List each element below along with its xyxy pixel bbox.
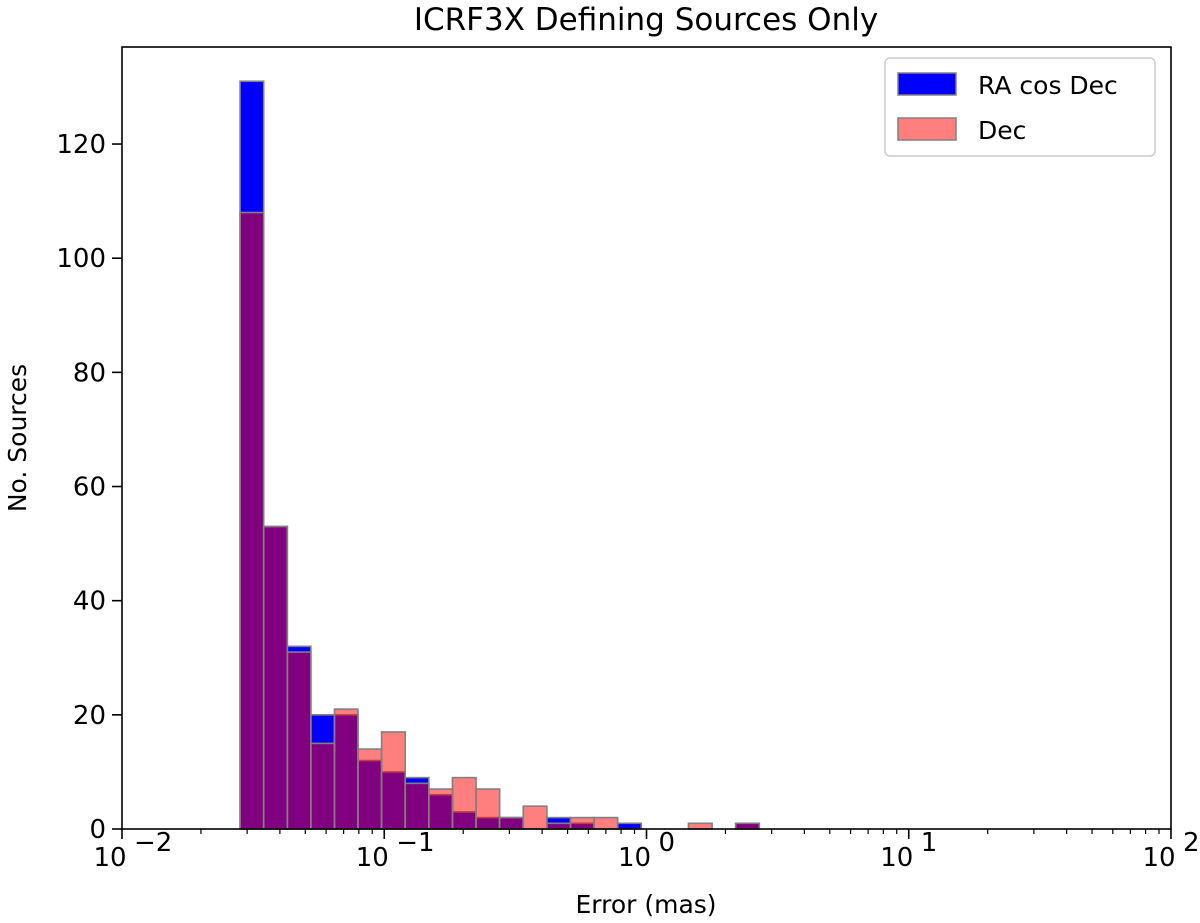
legend-swatch-dec [897,117,957,141]
ra-bar-16 [616,822,643,830]
y-axis-label: No. Sources [3,364,32,512]
dec-bar-0 [239,211,265,830]
dec-bar-2 [286,651,312,830]
dec-bar-11 [498,816,525,830]
dec-bar-5 [357,748,383,830]
x-tick-label-3: 10 [880,843,913,873]
x-tick-label-1: 10 [356,843,389,873]
dec-bar-12 [522,805,548,830]
x-axis: 10 −2 10 −1 10 0 10 1 10 2 [93,828,1199,873]
y-tick-label-3: 60 [73,473,106,503]
y-tick-label-6: 120 [56,130,106,160]
dec-bar-21 [734,822,761,830]
dec-bar-7 [404,782,430,830]
dec-bar-9 [451,776,477,830]
dec-series-bars [239,211,761,830]
x-axis-label: Error (mas) [575,890,716,919]
legend-label-ra: RA cos Dec [978,71,1118,100]
x-tick-label-4: 10 [1142,843,1175,873]
legend-label-dec: Dec [978,116,1026,145]
y-tick-label-2: 40 [73,587,106,617]
y-tick-label-5: 100 [56,244,106,274]
legend: RA cos Dec Dec [884,57,1156,157]
y-tick-label-0: 0 [89,815,106,845]
x-tick-label-0: 10 [93,843,126,873]
legend-swatch-ra [897,72,957,96]
dec-bar-14 [569,816,595,830]
x-tick-exponent-0: −2 [134,828,172,858]
y-axis: 0 20 40 60 80 100 120 [56,130,122,845]
y-tick-label-1: 20 [73,701,106,731]
x-tick-label-2: 10 [618,843,651,873]
y-tick-label-4: 80 [73,358,106,388]
dec-bar-10 [475,788,501,830]
ra-series-bars [239,80,761,830]
dec-bar-15 [593,816,619,830]
x-tick-exponent-2: 0 [659,828,676,858]
chart-title: ICRF3X Defining Sources Only [414,2,878,38]
dec-bar-3 [310,742,336,830]
dec-bar-19 [687,822,713,830]
dec-bar-4 [333,708,359,830]
dec-bar-1 [262,525,289,830]
x-tick-exponent-1: −1 [396,828,434,858]
dec-bar-6 [380,731,407,830]
x-tick-exponent-3: 1 [921,828,938,858]
dec-bar-13 [546,822,572,830]
x-tick-exponent-4: 2 [1183,828,1200,858]
dec-bar-8 [428,788,454,830]
